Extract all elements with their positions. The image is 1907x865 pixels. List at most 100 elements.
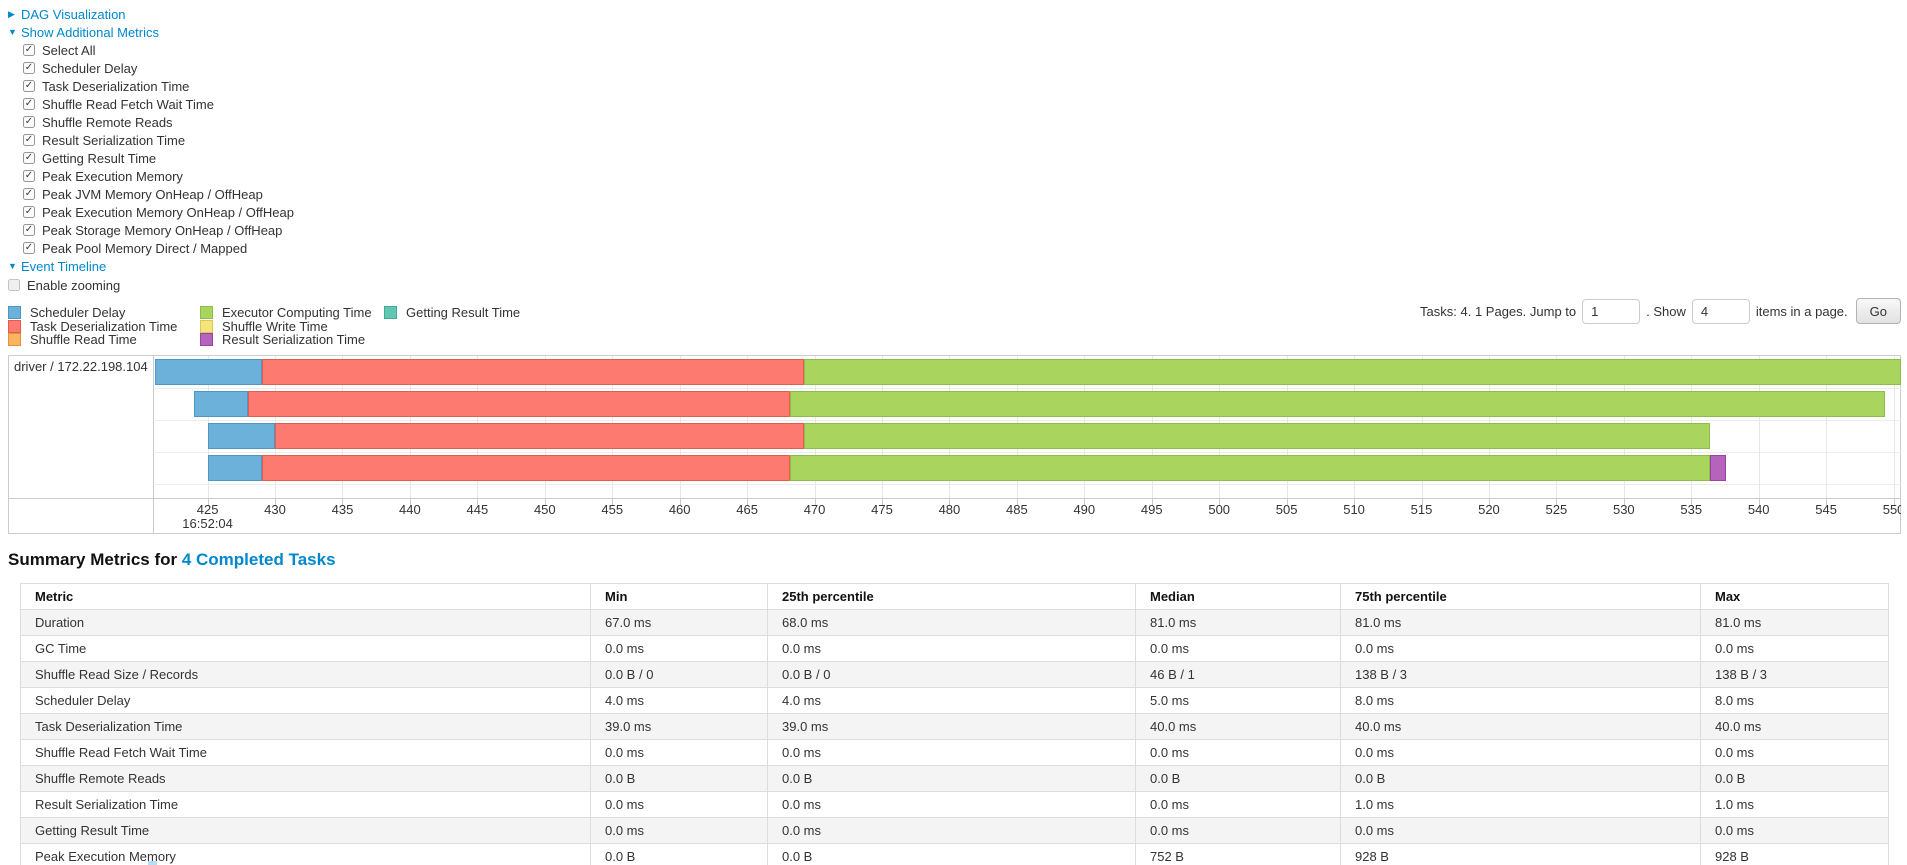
- axis-tick-label: 520: [1478, 502, 1500, 517]
- column-header: 25th percentile: [767, 583, 1136, 610]
- jump-to-page-input[interactable]: [1582, 298, 1641, 324]
- scheduler-delay-bar[interactable]: [155, 359, 262, 385]
- metric-value-cell: 0.0 B: [1700, 765, 1889, 792]
- axis-tick: [1084, 499, 1086, 505]
- metric-checkbox-row[interactable]: ✓ Peak Pool Memory Direct / Mapped: [23, 239, 1899, 257]
- result-serialization-bar[interactable]: [1710, 455, 1727, 481]
- metric-checkbox[interactable]: ✓: [23, 242, 35, 254]
- metric-value-cell: 40.0 ms: [1340, 713, 1701, 740]
- metric-value-cell: 0.0 ms: [1700, 817, 1889, 844]
- metric-checkbox[interactable]: ✓: [23, 188, 35, 200]
- task-deserialization-bar[interactable]: [261, 455, 791, 481]
- metric-checkbox-row[interactable]: ✓ Result Serialization Time: [23, 131, 1899, 149]
- metric-checkbox[interactable]: ✓: [23, 62, 35, 74]
- metric-checkbox[interactable]: ✓: [23, 206, 35, 218]
- row-separator: [155, 388, 1901, 389]
- go-button[interactable]: Go: [1855, 298, 1901, 324]
- metric-name-cell: GC Time: [20, 635, 591, 662]
- scheduler-delay-bar[interactable]: [207, 423, 276, 449]
- task-deserialization-bar[interactable]: [261, 359, 804, 385]
- items-per-page-input[interactable]: [1691, 298, 1750, 324]
- metric-checkbox-label: Peak Storage Memory OnHeap / OffHeap: [42, 222, 283, 238]
- metric-checkbox[interactable]: ✓: [23, 224, 35, 236]
- metric-checkbox-list: ✓ Select All ✓ Scheduler Delay ✓ Task Deseria…: [23, 41, 1899, 257]
- metric-checkbox[interactable]: ✓: [23, 152, 35, 164]
- legend-item: Task Deserialization Time: [8, 319, 200, 334]
- metric-checkbox-row[interactable]: ✓ Peak JVM Memory OnHeap / OffHeap: [23, 185, 1899, 203]
- executor-computing-bar[interactable]: [790, 455, 1711, 481]
- tasks-count-text: Tasks: 4. 1 Pages. Jump to: [1420, 303, 1577, 319]
- metric-value-cell: 0.0 ms: [1135, 739, 1341, 766]
- metric-value-cell: 8.0 ms: [1700, 687, 1889, 714]
- axis-tick: [1623, 499, 1625, 505]
- items-in-page-text: items in a page.: [1755, 303, 1848, 319]
- metric-checkbox-row[interactable]: ✓ Shuffle Read Fetch Wait Time: [23, 95, 1899, 113]
- scheduler-delay-bar[interactable]: [194, 391, 249, 417]
- axis-tick: [1286, 499, 1288, 505]
- enable-zooming-row[interactable]: Enable zooming: [8, 276, 1899, 294]
- metric-name-cell: Shuffle Remote Reads: [20, 765, 591, 792]
- completed-tasks-link[interactable]: 4 Completed Tasks: [181, 550, 336, 569]
- task-deserialization-bar[interactable]: [275, 423, 804, 449]
- executor-computing-bar[interactable]: [790, 391, 1886, 417]
- metric-value-cell: 39.0 ms: [767, 713, 1136, 740]
- metric-value-cell: 39.0 ms: [590, 713, 768, 740]
- metric-value-cell: 0.0 ms: [767, 635, 1136, 662]
- metric-checkbox[interactable]: ✓: [23, 44, 35, 56]
- metric-checkbox-row[interactable]: ✓ Peak Execution Memory: [23, 167, 1899, 185]
- table-row: Shuffle Read Fetch Wait Time 0.0 ms 0.0 ms…: [20, 739, 1889, 766]
- metric-value-cell: 81.0 ms: [1700, 609, 1889, 636]
- metric-checkbox[interactable]: ✓: [23, 80, 35, 92]
- metric-checkbox-row[interactable]: ✓ Task Deserialization Time: [23, 77, 1899, 95]
- axis-tick: [949, 499, 951, 505]
- dag-visualization-link[interactable]: DAG Visualization: [21, 6, 126, 22]
- axis-tick-label: 465: [736, 502, 758, 517]
- metric-value-cell: 68.0 ms: [767, 609, 1136, 636]
- axis-tick: [1893, 499, 1895, 505]
- getting-result-swatch: [384, 306, 397, 320]
- metric-checkbox[interactable]: ✓: [23, 134, 35, 146]
- axis-tick-label: 530: [1612, 502, 1635, 517]
- metric-checkbox-row[interactable]: ✓ Peak Storage Memory OnHeap / OffHeap: [23, 221, 1899, 239]
- gridline: [1893, 356, 1895, 498]
- event-timeline-link[interactable]: Event Timeline: [21, 258, 107, 274]
- axis-tick-label: 535: [1680, 502, 1703, 517]
- dag-visualization-toggle[interactable]: ▶ DAG Visualization: [8, 5, 1899, 23]
- legend-item: Scheduler Delay: [8, 305, 200, 320]
- metric-checkbox-label: Scheduler Delay: [42, 60, 138, 76]
- axis-tick-label: 500: [1208, 502, 1231, 517]
- legend-column: Getting Result Time: [384, 305, 520, 347]
- show-additional-metrics-link[interactable]: Show Additional Metrics: [21, 24, 160, 40]
- metric-checkbox-row[interactable]: ✓ Shuffle Remote Reads: [23, 113, 1899, 131]
- scheduler-delay-bar[interactable]: [207, 455, 262, 481]
- legend-item: Getting Result Time: [384, 305, 520, 320]
- metric-checkbox-row[interactable]: ✓ Select All: [23, 41, 1899, 59]
- axis-tick: [1691, 499, 1693, 505]
- metric-checkbox-row[interactable]: ✓ Getting Result Time: [23, 149, 1899, 167]
- enable-zooming-checkbox[interactable]: [8, 279, 20, 291]
- show-additional-metrics-toggle[interactable]: ▼ Show Additional Metrics: [8, 23, 1899, 41]
- axis-tick-label: 440: [399, 502, 421, 517]
- executor-computing-bar[interactable]: [803, 423, 1711, 449]
- metric-checkbox[interactable]: ✓: [23, 116, 35, 128]
- task-deserialization-swatch: [8, 319, 21, 333]
- chevron-down-icon: ▼: [8, 27, 17, 37]
- axis-tick: [1488, 499, 1490, 505]
- metric-checkbox[interactable]: ✓: [23, 170, 35, 182]
- metric-checkbox[interactable]: ✓: [23, 98, 35, 110]
- metric-checkbox-row[interactable]: ✓ Peak Execution Memory OnHeap / OffHeap: [23, 203, 1899, 221]
- executor-computing-bar[interactable]: [803, 359, 1901, 385]
- axis-tick: [1826, 499, 1828, 505]
- clipped-element: [148, 861, 157, 865]
- axis-tick: [544, 499, 546, 505]
- timeline-x-axis: 425 430 435 440 445 450 455 460 465 470 475 480 485 4…: [155, 499, 1901, 533]
- summary-metrics-title: Summary Metrics for 4 Completed Tasks: [8, 550, 1899, 570]
- metric-value-cell: 0.0 ms: [767, 739, 1136, 766]
- timeline-header-band: Scheduler Delay Task Deserialization Time…: [8, 298, 1901, 352]
- shuffle-read-swatch: [8, 333, 21, 347]
- metric-checkbox-row[interactable]: ✓ Scheduler Delay: [23, 59, 1899, 77]
- event-timeline-toggle[interactable]: ▼ Event Timeline: [8, 257, 1899, 275]
- metric-value-cell: 0.0 ms: [590, 739, 768, 766]
- metric-value-cell: 0.0 ms: [1340, 817, 1701, 844]
- task-deserialization-bar[interactable]: [248, 391, 791, 417]
